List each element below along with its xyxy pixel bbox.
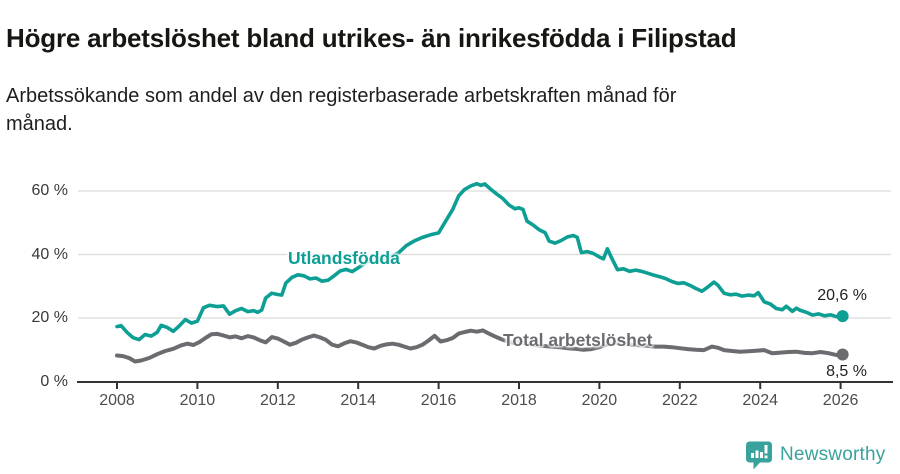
series-line-utlandsfodda — [115, 181, 845, 342]
subtitle-line2: månad. — [6, 113, 73, 135]
y-tick-label: 20 % — [31, 309, 68, 326]
x-tick-label: 2010 — [179, 392, 216, 409]
newsworthy-branding: Newsworthy — [744, 439, 885, 470]
x-tick-label: 2018 — [501, 392, 537, 409]
x-tick-label: 2026 — [822, 392, 859, 409]
end-dot-utlandsfodda — [836, 310, 849, 323]
end-dot-total — [836, 348, 849, 361]
x-tick-label: 2016 — [420, 392, 457, 409]
x-tick-label: 2022 — [662, 392, 698, 409]
page-title: Högre arbetslöshet bland utrikes- än inr… — [6, 23, 737, 54]
series-label-total-arbetsloshet: Total arbetslöshet — [503, 330, 653, 350]
y-tick-label: 60 % — [31, 182, 68, 199]
x-tick-label: 2014 — [340, 392, 376, 409]
x-tick-label: 2024 — [742, 392, 778, 409]
x-tick-label: 2020 — [581, 392, 618, 409]
x-tick-label: 2008 — [99, 392, 135, 409]
end-value-label-total: 8,5 % — [826, 363, 867, 380]
y-tick-label: 40 % — [31, 245, 68, 263]
y-tick-label: 0 % — [40, 372, 68, 390]
newsworthy-logo-icon — [746, 441, 772, 470]
chart-subtitle: Arbetssökande som andel av den registerb… — [6, 82, 856, 138]
x-tick-label: 2012 — [260, 392, 296, 409]
end-value-label-utlandsfodda: 20,6 % — [817, 287, 867, 304]
brand-name: Newsworthy — [780, 443, 886, 465]
series-line-total — [115, 328, 845, 364]
subtitle-line1: Arbetssökande som andel av den registerb… — [6, 85, 677, 107]
series-label-utlandsfodda: Utlandsfödda — [288, 248, 400, 268]
